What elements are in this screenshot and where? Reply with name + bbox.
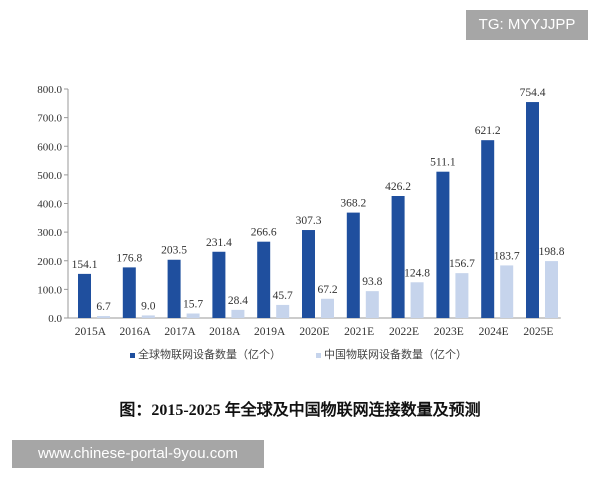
data-label: 426.2 bbox=[385, 181, 411, 193]
bar-china bbox=[231, 309, 245, 318]
bar-china bbox=[500, 265, 514, 318]
bar-global bbox=[167, 259, 181, 318]
data-label: 9.0 bbox=[141, 300, 156, 312]
data-label: 621.2 bbox=[475, 125, 501, 137]
bar-china bbox=[276, 304, 290, 318]
data-label: 154.1 bbox=[72, 259, 98, 271]
bar-global bbox=[391, 196, 405, 318]
watermark-bottom: www.chinese-portal-9you.com bbox=[12, 440, 264, 468]
watermark-top: TG: MYYJJPP bbox=[466, 10, 588, 40]
y-tick-label: 100.0 bbox=[37, 284, 62, 296]
data-label: 67.2 bbox=[317, 284, 337, 296]
y-tick-label: 600.0 bbox=[37, 141, 62, 153]
x-tick-label: 2025E bbox=[523, 326, 553, 338]
bar-global bbox=[481, 140, 495, 318]
data-label: 28.4 bbox=[228, 295, 248, 307]
y-tick-label: 200.0 bbox=[37, 256, 62, 268]
data-label: 198.8 bbox=[539, 246, 565, 258]
x-tick-label: 2022E bbox=[389, 326, 419, 338]
bar-global bbox=[436, 171, 450, 318]
y-tick-label: 300.0 bbox=[37, 227, 62, 239]
bar-china bbox=[97, 316, 110, 318]
data-label: 6.7 bbox=[96, 301, 111, 313]
bar-china bbox=[365, 291, 379, 318]
bar-china bbox=[141, 315, 155, 318]
bar-global bbox=[302, 230, 315, 318]
data-label: 45.7 bbox=[273, 290, 293, 302]
x-tick-label: 2024E bbox=[479, 326, 509, 338]
y-tick-label: 700.0 bbox=[37, 113, 62, 125]
bar-global bbox=[526, 102, 539, 318]
x-tick-label: 2023E bbox=[434, 326, 464, 338]
data-label: 15.7 bbox=[183, 299, 203, 311]
y-tick-label: 500.0 bbox=[37, 170, 62, 182]
bar-china bbox=[321, 298, 334, 318]
bar-global bbox=[346, 212, 360, 318]
figure-caption: 图：2015-2025 年全球及中国物联网连接数量及预测 bbox=[119, 402, 481, 419]
y-tick-label: 800.0 bbox=[37, 84, 62, 96]
x-tick-label: 2016A bbox=[120, 326, 152, 338]
data-label: 203.5 bbox=[161, 245, 187, 257]
data-label: 176.8 bbox=[116, 252, 142, 264]
x-tick-label: 2021E bbox=[344, 326, 374, 338]
data-label: 511.1 bbox=[430, 157, 456, 169]
bar-china bbox=[186, 313, 200, 318]
data-label: 93.8 bbox=[362, 276, 382, 288]
data-label: 231.4 bbox=[206, 237, 232, 249]
legend-label-global: 全球物联网设备数量（亿个） bbox=[138, 349, 281, 361]
bar-global bbox=[78, 273, 91, 318]
x-tick-label: 2015A bbox=[75, 326, 107, 338]
legend-swatch-global bbox=[130, 352, 135, 358]
bar-global bbox=[257, 241, 271, 318]
x-tick-label: 2020E bbox=[299, 326, 329, 338]
bar-china bbox=[545, 261, 558, 318]
bar-china bbox=[410, 282, 424, 318]
data-label: 368.2 bbox=[340, 198, 366, 210]
legend-item-china: 中国物联网设备数量（亿个） bbox=[316, 346, 467, 362]
bar-global bbox=[122, 267, 136, 318]
data-label: 183.7 bbox=[494, 250, 520, 262]
legend-swatch-china bbox=[316, 352, 321, 358]
y-tick-label: 400.0 bbox=[37, 199, 62, 211]
data-label: 156.7 bbox=[449, 258, 475, 270]
bar-china bbox=[455, 273, 469, 318]
legend-item-global: 全球物联网设备数量（亿个） bbox=[130, 346, 281, 362]
x-tick-label: 2017A bbox=[164, 326, 196, 338]
bar-global bbox=[212, 251, 226, 318]
y-tick-label: 0.0 bbox=[48, 313, 62, 325]
x-tick-label: 2019A bbox=[254, 326, 286, 338]
data-label: 124.8 bbox=[404, 267, 430, 279]
data-label: 307.3 bbox=[296, 215, 322, 227]
legend-label-china: 中国物联网设备数量（亿个） bbox=[324, 349, 467, 361]
data-label: 754.4 bbox=[520, 87, 546, 99]
x-tick-label: 2018A bbox=[209, 326, 241, 338]
data-label: 266.6 bbox=[251, 227, 277, 239]
